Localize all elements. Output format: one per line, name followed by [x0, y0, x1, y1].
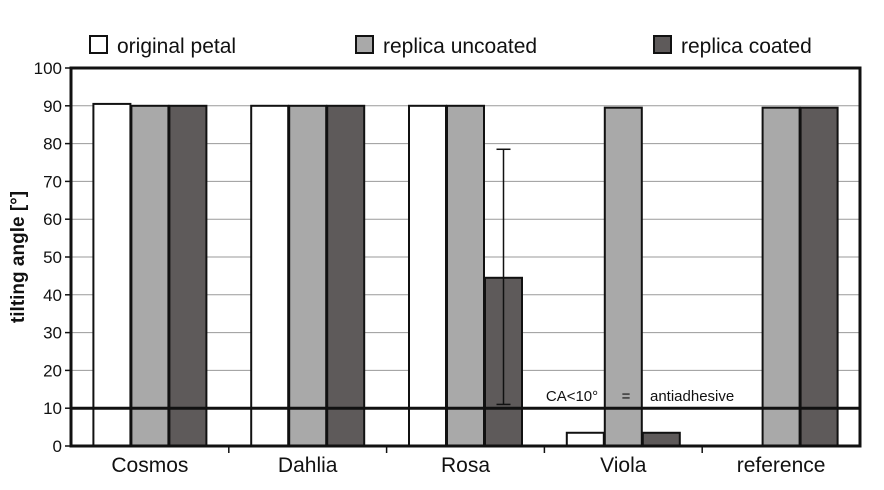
- legend-swatch: [89, 35, 108, 54]
- bar: [565, 431, 605, 447]
- bar: [641, 431, 681, 447]
- y-tick-label: 90: [43, 97, 62, 116]
- bar: [761, 106, 801, 447]
- reference-label-equals: =: [622, 388, 631, 405]
- y-tick-label: 20: [43, 361, 62, 380]
- legend-swatch: [653, 35, 672, 54]
- bar: [799, 106, 839, 447]
- bar: [326, 104, 366, 448]
- legend-label: original petal: [117, 35, 236, 58]
- bar: [446, 104, 485, 448]
- bar: [168, 104, 208, 448]
- bar: [603, 106, 643, 447]
- y-tick-label: 80: [43, 135, 62, 154]
- bar: [130, 104, 170, 448]
- bars: [92, 102, 839, 448]
- y-tick-label: 10: [43, 399, 62, 418]
- x-tick-label: reference: [737, 454, 826, 477]
- bar: [408, 104, 447, 448]
- reference-label-left: CA<10°: [546, 388, 598, 405]
- y-axis-label: tilting angle [°]: [8, 191, 29, 323]
- axes: 0 10 20 30 40 50 60 70 80 90 100 Cosmos Dahlia Rosa Vi…: [34, 59, 826, 477]
- y-tick-label: 40: [43, 286, 62, 305]
- y-tick-label: 30: [43, 324, 62, 343]
- bar: [250, 104, 290, 448]
- legend-swatch: [355, 35, 374, 54]
- reference-label-right: antiadhesive: [650, 388, 734, 405]
- legend-label: replica coated: [681, 35, 812, 58]
- reference-annotation: CA<10° = antiadhesive: [546, 388, 734, 405]
- bar: [288, 104, 328, 448]
- bar: [92, 102, 132, 447]
- y-tick-label: 70: [43, 172, 62, 191]
- y-tick-label: 60: [43, 210, 62, 229]
- legend-label: replica uncoated: [383, 35, 537, 58]
- y-tick-label: 100: [34, 59, 62, 78]
- x-tick-label: Dahlia: [278, 454, 338, 477]
- x-tick-label: Viola: [600, 454, 647, 477]
- x-tick-label: Rosa: [441, 454, 490, 477]
- x-tick-label: Cosmos: [111, 454, 188, 477]
- legend: original petal replica uncoated replica co…: [89, 35, 812, 58]
- y-tick-label: 50: [43, 248, 62, 267]
- y-tick-label: 0: [53, 437, 62, 456]
